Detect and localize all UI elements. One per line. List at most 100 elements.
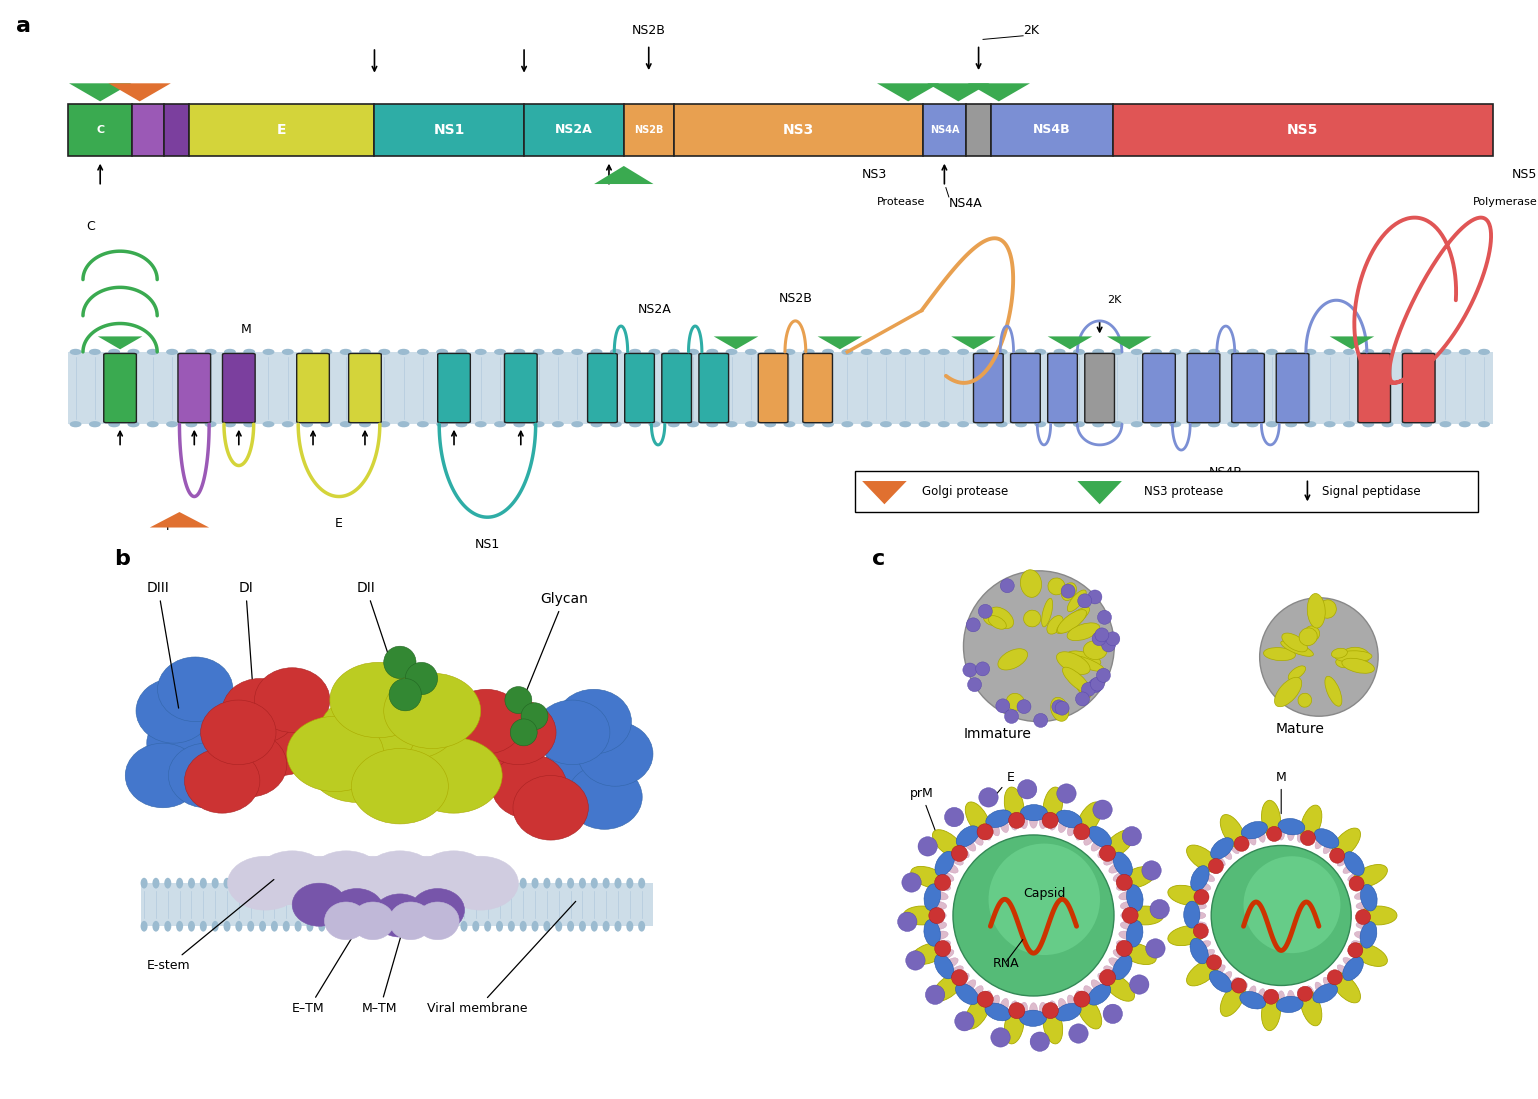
Ellipse shape	[1267, 825, 1275, 841]
Circle shape	[1098, 610, 1112, 624]
Ellipse shape	[629, 421, 641, 428]
Ellipse shape	[1266, 348, 1278, 355]
Ellipse shape	[1167, 886, 1204, 906]
Ellipse shape	[1117, 941, 1132, 950]
Ellipse shape	[649, 348, 660, 355]
Ellipse shape	[532, 421, 544, 428]
Ellipse shape	[1300, 628, 1317, 645]
Text: NS3 protease: NS3 protease	[1144, 485, 1223, 498]
Ellipse shape	[1344, 852, 1364, 876]
Ellipse shape	[1343, 421, 1355, 428]
Ellipse shape	[424, 921, 432, 932]
Ellipse shape	[146, 348, 158, 355]
Ellipse shape	[1247, 348, 1258, 355]
Ellipse shape	[424, 878, 432, 888]
Circle shape	[1267, 826, 1281, 842]
Ellipse shape	[1323, 841, 1333, 854]
Ellipse shape	[1209, 970, 1232, 992]
Ellipse shape	[1289, 666, 1306, 680]
Ellipse shape	[449, 878, 455, 888]
Text: E: E	[992, 770, 1015, 799]
Ellipse shape	[995, 421, 1007, 428]
Text: C: C	[97, 125, 105, 135]
Circle shape	[1100, 845, 1115, 862]
Circle shape	[1347, 943, 1363, 957]
Ellipse shape	[1112, 955, 1132, 979]
Ellipse shape	[243, 421, 255, 428]
Text: C: C	[86, 220, 95, 233]
Ellipse shape	[1192, 922, 1206, 929]
Ellipse shape	[1266, 421, 1278, 428]
FancyBboxPatch shape	[698, 354, 729, 423]
Ellipse shape	[520, 878, 526, 888]
Ellipse shape	[358, 348, 371, 355]
Text: Immature: Immature	[963, 728, 1032, 741]
Ellipse shape	[301, 421, 314, 428]
Ellipse shape	[706, 421, 718, 428]
Circle shape	[1009, 812, 1024, 829]
Ellipse shape	[361, 851, 438, 904]
Ellipse shape	[578, 722, 654, 786]
Ellipse shape	[903, 906, 941, 925]
FancyBboxPatch shape	[966, 104, 992, 156]
Ellipse shape	[1057, 810, 1083, 828]
Ellipse shape	[1278, 825, 1284, 840]
Circle shape	[1349, 876, 1364, 891]
Ellipse shape	[417, 902, 460, 940]
Circle shape	[1209, 858, 1223, 874]
Ellipse shape	[764, 421, 777, 428]
Ellipse shape	[1074, 421, 1084, 428]
FancyBboxPatch shape	[189, 104, 374, 156]
Ellipse shape	[1029, 1002, 1038, 1019]
Ellipse shape	[543, 878, 551, 888]
Ellipse shape	[841, 348, 854, 355]
Text: NS2A: NS2A	[638, 302, 671, 315]
FancyBboxPatch shape	[374, 104, 524, 156]
Ellipse shape	[1049, 814, 1058, 830]
Ellipse shape	[225, 421, 235, 428]
Ellipse shape	[626, 878, 634, 888]
Ellipse shape	[1343, 863, 1357, 874]
Ellipse shape	[1020, 1010, 1046, 1026]
Text: DI: DI	[238, 581, 254, 708]
Ellipse shape	[990, 821, 1000, 836]
Ellipse shape	[1040, 1002, 1047, 1019]
Ellipse shape	[281, 856, 357, 910]
Ellipse shape	[1341, 647, 1369, 666]
Ellipse shape	[918, 348, 930, 355]
Circle shape	[1193, 889, 1209, 904]
Ellipse shape	[744, 421, 757, 428]
Ellipse shape	[128, 348, 140, 355]
Text: NS2A: NS2A	[555, 123, 592, 136]
Ellipse shape	[243, 711, 318, 776]
Ellipse shape	[263, 421, 274, 428]
Ellipse shape	[295, 921, 301, 932]
Ellipse shape	[254, 668, 329, 732]
Ellipse shape	[1075, 991, 1086, 1006]
Ellipse shape	[1169, 348, 1181, 355]
Ellipse shape	[603, 921, 609, 932]
Ellipse shape	[938, 348, 950, 355]
Ellipse shape	[1315, 835, 1324, 848]
Ellipse shape	[1277, 997, 1303, 1012]
Ellipse shape	[1229, 977, 1240, 990]
Ellipse shape	[930, 921, 947, 930]
Ellipse shape	[1189, 348, 1201, 355]
Ellipse shape	[1112, 348, 1123, 355]
Circle shape	[1075, 692, 1089, 706]
Text: NS3: NS3	[783, 123, 814, 136]
Ellipse shape	[475, 348, 486, 355]
Ellipse shape	[306, 878, 314, 888]
Ellipse shape	[972, 986, 983, 1000]
FancyBboxPatch shape	[1143, 354, 1175, 423]
Ellipse shape	[1066, 655, 1104, 671]
Ellipse shape	[378, 348, 391, 355]
Ellipse shape	[1264, 647, 1295, 660]
Ellipse shape	[1307, 593, 1326, 628]
Ellipse shape	[1352, 881, 1366, 890]
Circle shape	[1101, 637, 1115, 652]
FancyBboxPatch shape	[803, 354, 832, 423]
Ellipse shape	[449, 921, 455, 932]
Ellipse shape	[228, 856, 303, 910]
Ellipse shape	[667, 421, 680, 428]
